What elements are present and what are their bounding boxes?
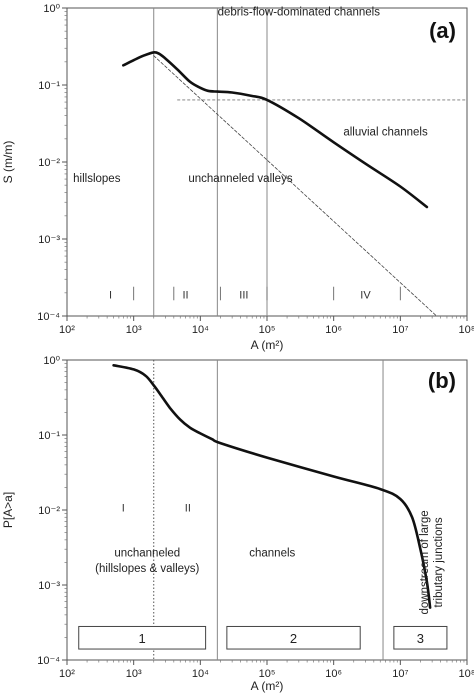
panel-b-x-axis-label: A (m²) [251, 679, 284, 693]
panel-b-x-tick-label: 10⁸ [459, 668, 474, 680]
panel-b-x-tick-label: 10³ [126, 668, 142, 680]
panel-b-y-tick-label: 10⁰ [43, 355, 60, 367]
panel-a-y-tick-label: 10⁰ [43, 3, 60, 15]
panel-b-x-tick-label: 10⁴ [192, 668, 209, 680]
panel-a-y-tick-label: 10⁻² [38, 157, 60, 169]
panel-a-series-line-2 [153, 55, 437, 317]
panel-b-x-tick-label: 10⁷ [392, 668, 408, 680]
panel-a-x-tick-label: 10⁶ [325, 324, 342, 336]
panel-a-x-tick-label: 10² [59, 324, 75, 336]
panel-a-y-tick-label: 10⁻⁴ [37, 311, 60, 323]
panel-b-region-box [393, 625, 448, 650]
panel-b-region-box-label: 3 [417, 631, 424, 646]
panel-b-series-line-1 [112, 364, 432, 609]
panel-b-x-tick-label: 10⁵ [259, 668, 276, 680]
panel-a-annotation: debris-flow-dominated channels [218, 6, 381, 18]
panel-a-annotation: unchanneled valleys [188, 173, 292, 185]
panel-a-region-label: IV [360, 289, 371, 301]
panel-b-y-tick-label: 10⁻² [38, 505, 60, 517]
panel-a-annotation: hillslopes [73, 173, 121, 185]
panel-b-annotation: unchanneled [114, 547, 180, 559]
panel-b-y-axis-label: P[A>a] [1, 492, 15, 528]
panel-b-region-label: I [122, 503, 125, 515]
panel-b-rotated-annotation: tributary junctions [433, 517, 445, 607]
panel-a-x-tick-label: 10³ [126, 324, 142, 336]
panel-a-series-line-1 [122, 51, 429, 209]
panel-a-label: (a) [429, 18, 456, 43]
panel-a-y-axis-label: S (m/m) [1, 141, 15, 184]
panel-b-y-tick-label: 10⁻⁴ [37, 655, 60, 667]
panel-b-y-tick-label: 10⁻¹ [38, 430, 60, 442]
panel-a-annotation: alluvial channels [343, 127, 428, 139]
panel-a-x-tick-label: 10⁵ [259, 324, 276, 336]
panel-a-y-tick-label: 10⁻³ [38, 234, 60, 246]
panel-b-region-box-label: 1 [139, 631, 146, 646]
panel-a-x-tick-label: 10⁴ [192, 324, 209, 336]
panel-b-region-label: II [185, 503, 191, 515]
panel-b-rotated-annotation: downstream of large [419, 510, 431, 614]
panel-a-y-tick-label: 10⁻¹ [38, 80, 60, 92]
panel-b-region-box-label: 2 [290, 631, 297, 646]
panel-a-x-tick-label: 10⁷ [392, 324, 408, 336]
panel-b-annotation: (hillslopes & valleys) [95, 563, 199, 575]
panel-b-region-box [226, 625, 361, 650]
panel-a-region-label: III [239, 289, 248, 301]
panel-b-annotation: channels [249, 547, 295, 559]
panel-b-region-box [78, 625, 207, 650]
panel-b-x-tick-label: 10² [59, 668, 75, 680]
panel-b-label: (b) [428, 368, 456, 393]
panel-b-x-tick-label: 10⁶ [325, 668, 342, 680]
panel-a-x-tick-label: 10⁸ [459, 324, 474, 336]
panel-a-region-label: I [109, 289, 112, 301]
panel-a-region-label: II [182, 289, 188, 301]
panel-b-y-tick-label: 10⁻³ [38, 580, 60, 592]
panel-a-x-axis-label: A (m²) [251, 338, 284, 352]
